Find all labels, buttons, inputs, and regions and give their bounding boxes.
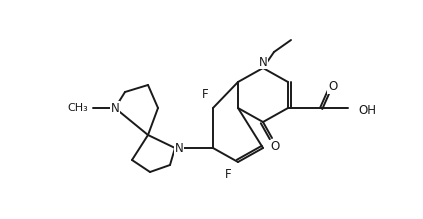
Text: F: F — [202, 88, 208, 101]
Text: N: N — [111, 101, 119, 115]
Text: N: N — [175, 141, 184, 154]
Text: CH₃: CH₃ — [68, 103, 88, 113]
Text: O: O — [270, 141, 280, 154]
Text: F: F — [225, 168, 231, 182]
Text: N: N — [258, 55, 267, 69]
Text: O: O — [328, 81, 338, 94]
Text: OH: OH — [358, 104, 376, 117]
